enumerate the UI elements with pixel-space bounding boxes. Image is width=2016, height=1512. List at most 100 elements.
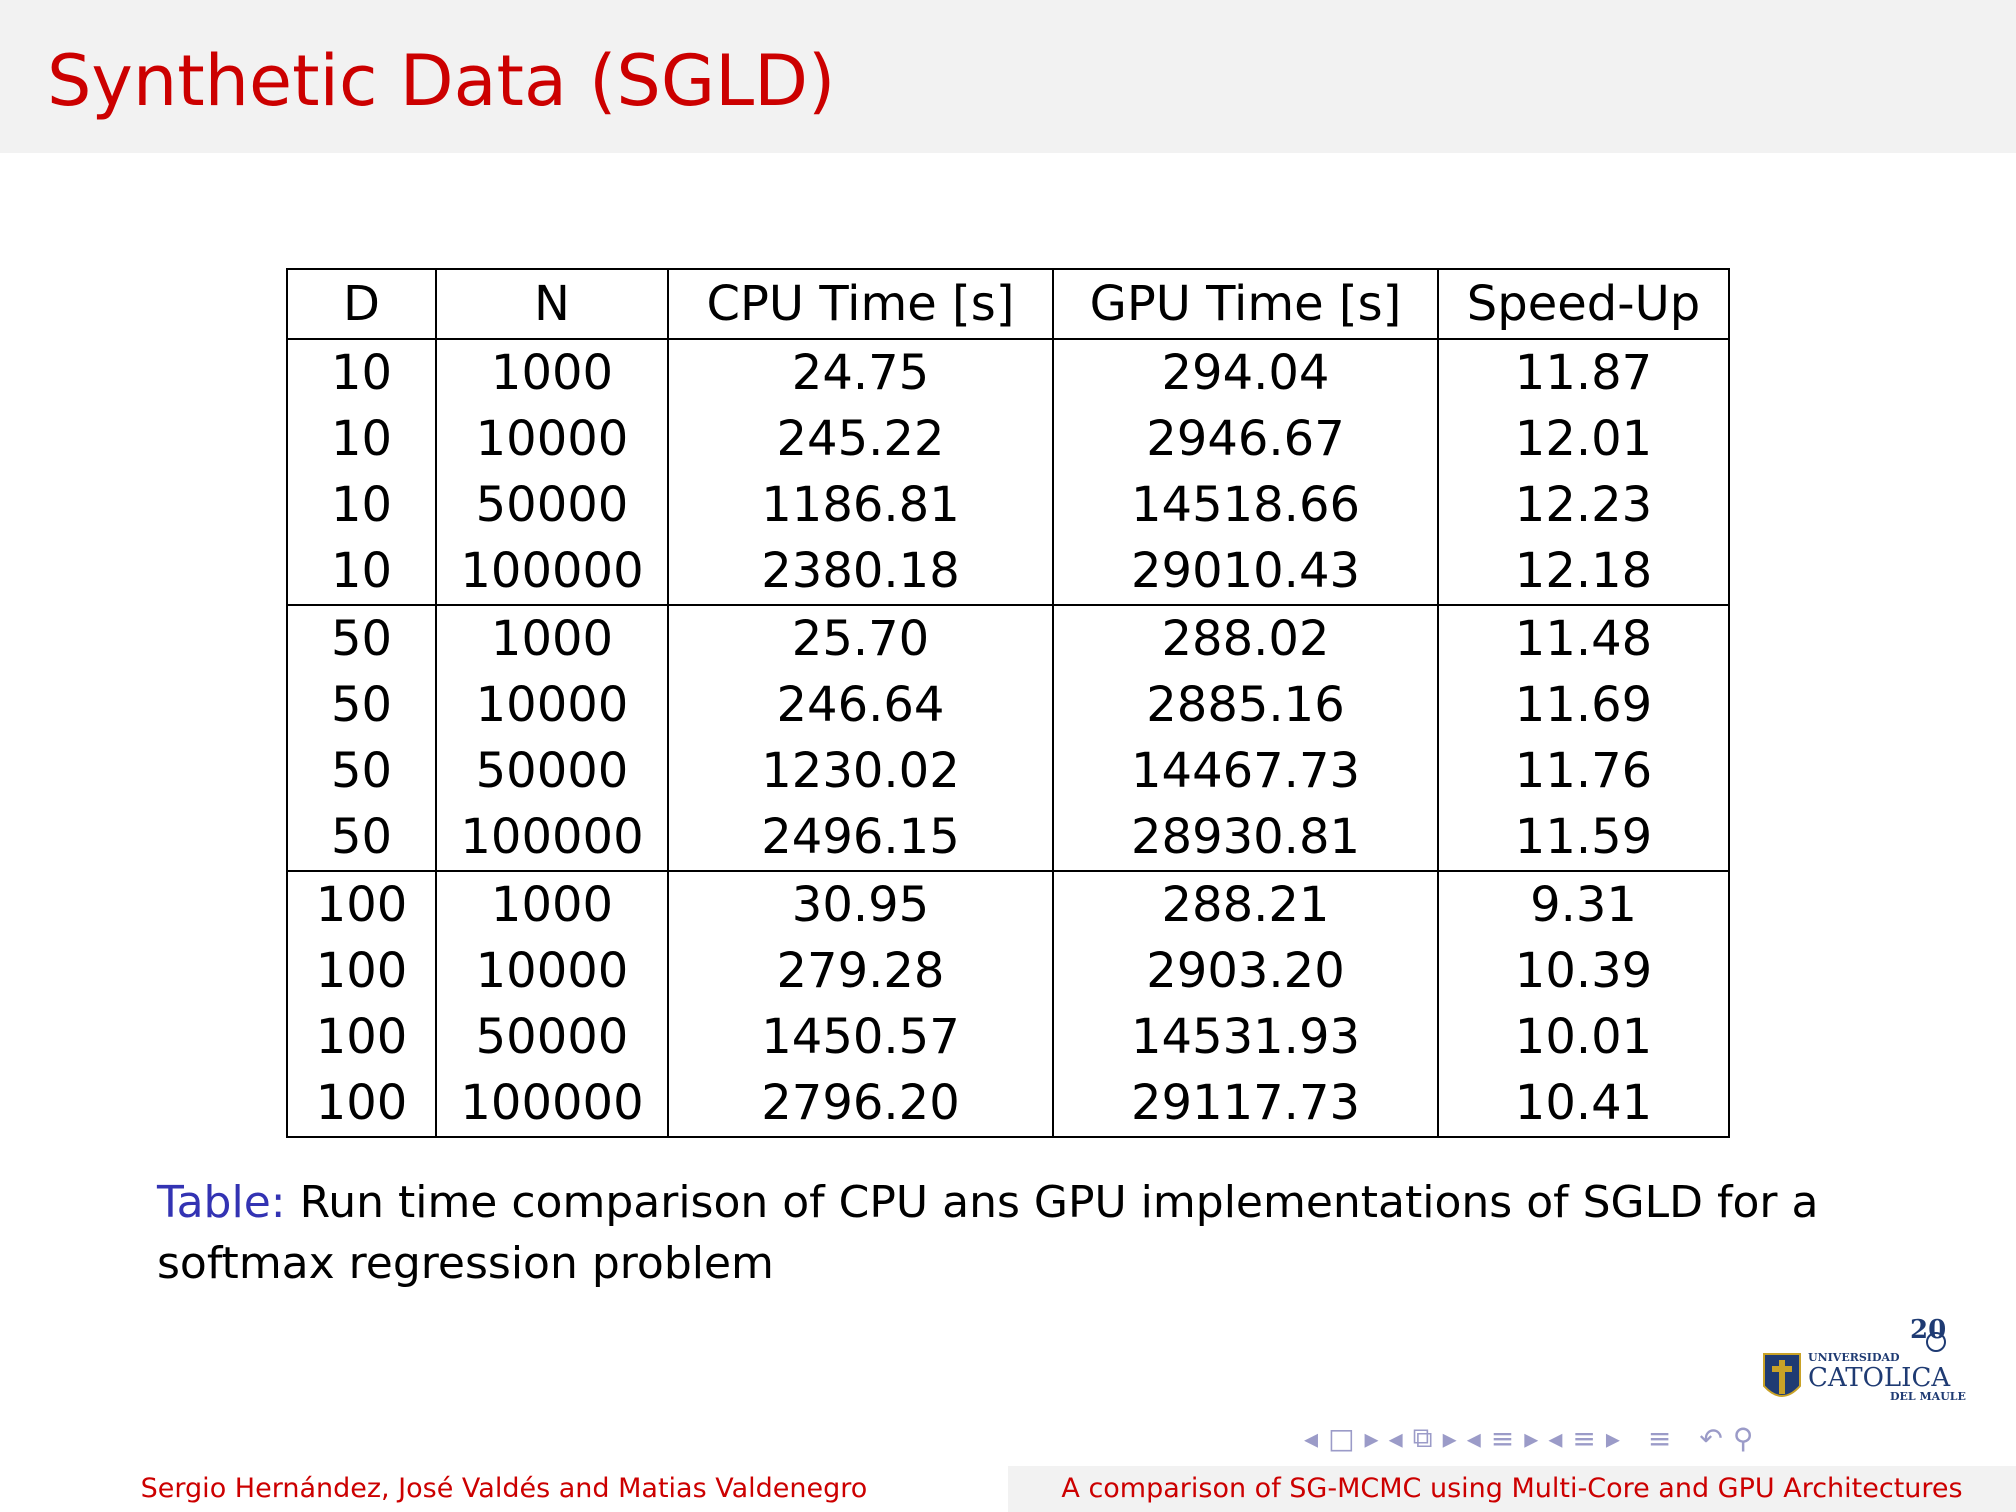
nav-right-arrow-icon[interactable]: ▸ <box>1442 1421 1457 1455</box>
table-caption: Table: Run time comparison of CPU ans GP… <box>157 1172 1877 1294</box>
cell-gpu-time: 294.04 <box>1052 339 1439 406</box>
nav-right-arrow-icon[interactable]: ▸ <box>1364 1421 1379 1455</box>
cell-speed-up: 10.41 <box>1437 1070 1730 1138</box>
table-row: 100 100000 2796.20 29117.73 10.41 <box>286 1070 1730 1138</box>
cell-speed-up: 11.59 <box>1437 804 1730 872</box>
nav-section-icon[interactable]: ≡ <box>1490 1421 1515 1455</box>
footer-talk-title: A comparison of SG-MCMC using Multi-Core… <box>1008 1466 2016 1512</box>
table-body: 10 1000 24.75 294.04 11.87 10 10000 245.22 2946.… <box>286 339 1730 1138</box>
beamer-navigation-bar: ◂ □ ▸ ◂ ⧉ ▸ ◂ ≡ ▸ ◂ ≡ ▸ ≡ ↶ ⚲ <box>1304 1418 1753 1458</box>
cell-cpu-time: 1450.57 <box>667 1004 1054 1070</box>
footer: Sergio Hernández, José Valdés and Matias… <box>0 1466 2016 1512</box>
cell-speed-up: 9.31 <box>1437 871 1730 938</box>
cell-n: 10000 <box>435 938 669 1004</box>
cell-d: 50 <box>286 738 437 804</box>
cell-n: 100000 <box>435 538 669 606</box>
results-table-wrapper: D N CPU Time [s] GPU Time [s] Speed-Up 1… <box>286 268 1730 1138</box>
cell-n: 1000 <box>435 605 669 672</box>
nav-outline-icon[interactable]: ≡ <box>1572 1421 1596 1455</box>
caption-label: Table: <box>157 1177 286 1228</box>
nav-right-arrow-icon[interactable]: ▸ <box>1605 1421 1620 1455</box>
cell-speed-up: 10.01 <box>1437 1004 1730 1070</box>
cell-gpu-time: 29010.43 <box>1052 538 1439 606</box>
logo-line2: CATOLICA <box>1808 1363 1951 1393</box>
header-speed-up: Speed-Up <box>1437 268 1730 340</box>
nav-left-arrow-icon[interactable]: ◂ <box>1466 1421 1481 1455</box>
table-row: 10 50000 1186.81 14518.66 12.23 <box>286 472 1730 538</box>
nav-subsection-icon[interactable]: ⧉ <box>1412 1421 1433 1454</box>
caption-text: Run time comparison of CPU ans GPU imple… <box>157 1177 1819 1289</box>
cell-d: 50 <box>286 605 437 672</box>
nav-left-arrow-icon[interactable]: ◂ <box>1388 1421 1403 1455</box>
search-icon[interactable]: ⚲ <box>1732 1421 1754 1455</box>
cell-cpu-time: 2380.18 <box>667 538 1054 606</box>
title-bar: Synthetic Data (SGLD) <box>0 0 2016 153</box>
cell-cpu-time: 246.64 <box>667 672 1054 738</box>
cell-cpu-time: 1186.81 <box>667 472 1054 538</box>
header-cpu-time: CPU Time [s] <box>667 268 1054 340</box>
results-table: D N CPU Time [s] GPU Time [s] Speed-Up 1… <box>286 268 1730 1138</box>
cell-d: 50 <box>286 672 437 738</box>
cell-cpu-time: 30.95 <box>667 871 1054 938</box>
cell-gpu-time: 14518.66 <box>1052 472 1439 538</box>
cell-d: 10 <box>286 538 437 606</box>
cell-gpu-time: 28930.81 <box>1052 804 1439 872</box>
cell-n: 10000 <box>435 672 669 738</box>
cell-gpu-time: 14467.73 <box>1052 738 1439 804</box>
cell-speed-up: 11.48 <box>1437 605 1730 672</box>
nav-right-arrow-icon[interactable]: ▸ <box>1524 1421 1539 1455</box>
cell-cpu-time: 24.75 <box>667 339 1054 406</box>
footer-authors: Sergio Hernández, José Valdés and Matias… <box>0 1466 1008 1512</box>
table-row: 10 1000 24.75 294.04 11.87 <box>286 339 1730 406</box>
table-row: 50 100000 2496.15 28930.81 11.59 <box>286 804 1730 872</box>
cross-icon <box>1779 1360 1785 1394</box>
logo-line3: DEL MAULE <box>1890 1390 1966 1403</box>
nav-toc-icon[interactable]: ≡ <box>1647 1421 1672 1455</box>
cell-d: 10 <box>286 339 437 406</box>
cell-d: 100 <box>286 871 437 938</box>
slide-title: Synthetic Data (SGLD) <box>47 40 836 122</box>
table-header-row: D N CPU Time [s] GPU Time [s] Speed-Up <box>286 268 1730 340</box>
header-d: D <box>286 268 437 340</box>
cell-n: 50000 <box>435 1004 669 1070</box>
cell-n: 100000 <box>435 1070 669 1138</box>
cell-cpu-time: 25.70 <box>667 605 1054 672</box>
cell-n: 1000 <box>435 871 669 938</box>
cell-d: 100 <box>286 1070 437 1138</box>
cell-cpu-time: 1230.02 <box>667 738 1054 804</box>
cell-gpu-time: 2903.20 <box>1052 938 1439 1004</box>
cell-speed-up: 12.18 <box>1437 538 1730 606</box>
cell-d: 10 <box>286 406 437 472</box>
nav-back-icon[interactable]: ↶ <box>1699 1421 1723 1455</box>
cell-gpu-time: 288.21 <box>1052 871 1439 938</box>
university-logo: UNIVERSIDAD CATOLICA DEL MAULE 20 <box>1763 1315 1966 1403</box>
table-row: 50 50000 1230.02 14467.73 11.76 <box>286 738 1730 804</box>
nav-left-arrow-icon[interactable]: ◂ <box>1304 1421 1319 1455</box>
cell-speed-up: 11.69 <box>1437 672 1730 738</box>
cell-d: 100 <box>286 1004 437 1070</box>
cell-speed-up: 12.01 <box>1437 406 1730 472</box>
nav-frame-icon[interactable]: □ <box>1328 1421 1355 1455</box>
cell-n: 10000 <box>435 406 669 472</box>
cell-gpu-time: 14531.93 <box>1052 1004 1439 1070</box>
cell-gpu-time: 2946.67 <box>1052 406 1439 472</box>
table-row: 100 1000 30.95 288.21 9.31 <box>286 871 1730 938</box>
cell-gpu-time: 29117.73 <box>1052 1070 1439 1138</box>
cell-speed-up: 12.23 <box>1437 472 1730 538</box>
cell-d: 100 <box>286 938 437 1004</box>
cell-speed-up: 11.76 <box>1437 738 1730 804</box>
header-gpu-time: GPU Time [s] <box>1052 268 1439 340</box>
table-row: 50 10000 246.64 2885.16 11.69 <box>286 672 1730 738</box>
cell-cpu-time: 245.22 <box>667 406 1054 472</box>
cell-n: 100000 <box>435 804 669 872</box>
table-row: 50 1000 25.70 288.02 11.48 <box>286 605 1730 672</box>
nav-left-arrow-icon[interactable]: ◂ <box>1548 1421 1563 1455</box>
table-row: 10 100000 2380.18 29010.43 12.18 <box>286 538 1730 606</box>
table-row: 10 10000 245.22 2946.67 12.01 <box>286 406 1730 472</box>
cell-d: 10 <box>286 472 437 538</box>
table-row: 100 50000 1450.57 14531.93 10.01 <box>286 1004 1730 1070</box>
cell-gpu-time: 288.02 <box>1052 605 1439 672</box>
cell-cpu-time: 2496.15 <box>667 804 1054 872</box>
cell-cpu-time: 279.28 <box>667 938 1054 1004</box>
cell-d: 50 <box>286 804 437 872</box>
